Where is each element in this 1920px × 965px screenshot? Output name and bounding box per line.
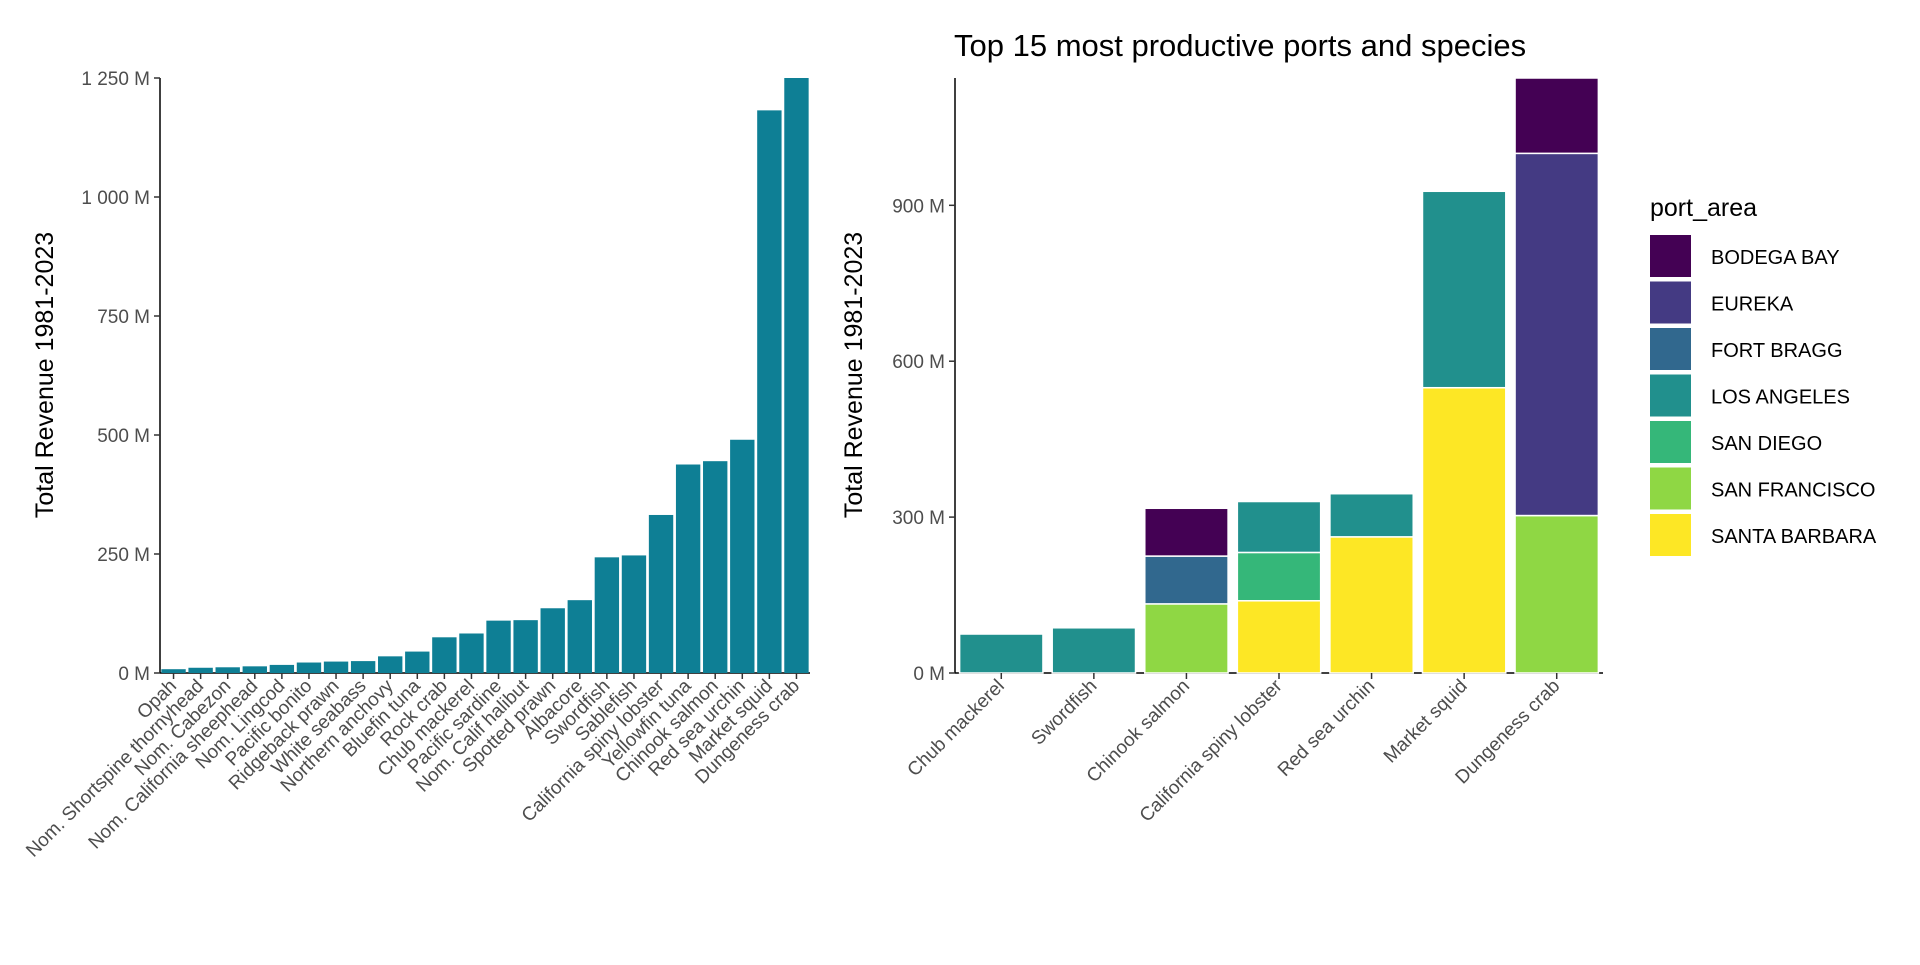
left-y-tick-label: 750 M <box>97 307 150 328</box>
legend-swatch-los-angeles <box>1650 374 1691 417</box>
left-y-axis: 0 M 250 M 500 M 750 M 1 000 M 1 250 M <box>81 69 810 685</box>
right-y-tick-label: 300 M <box>892 508 945 529</box>
legend-swatch-bodega-bay <box>1650 235 1691 277</box>
bar-opah <box>161 669 186 673</box>
bar-albacore <box>567 600 592 673</box>
right-y-axis-title: Total Revenue 1981-2023 <box>840 232 868 518</box>
right-chart-title: Top 15 most productive ports and species <box>954 28 1526 63</box>
bar-segment-dungeness-crab-bodega-bay <box>1514 77 1600 155</box>
bar-segment-swordfish-los-angeles <box>1051 627 1137 674</box>
right-x-tick-label: Swordfish <box>1028 676 1102 750</box>
right-x-tick-label: Chub mackerel <box>904 676 1009 781</box>
legend: port_area BODEGA BAY EUREKA FORT BRAGG LOS … <box>1650 194 1877 556</box>
left-y-tick-label: 0 M <box>118 664 150 685</box>
right-bars <box>958 77 1600 674</box>
bar-segment-chub-mackerel-los-angeles <box>958 633 1044 674</box>
bar-segment-chinook-salmon-fort-bragg <box>1144 555 1229 605</box>
legend-swatch-eureka <box>1650 281 1691 324</box>
bar-bluefin-tuna <box>405 651 430 673</box>
left-y-axis-title: Total Revenue 1981-2023 <box>31 232 59 518</box>
bar-california-spiny-lobster <box>648 514 674 673</box>
legend-swatch-fort-bragg <box>1650 328 1691 370</box>
legend-label-santa-barbara: SANTA BARBARA <box>1711 526 1877 548</box>
bar-pacific-bonito <box>296 662 322 673</box>
left-y-tick-label: 1 250 M <box>81 69 150 90</box>
right-x-tick-label: Market squid <box>1380 676 1472 768</box>
bar-segment-california-spiny-lobster-san-diego <box>1236 551 1322 602</box>
bar-nom-lingcod <box>269 664 295 673</box>
bar-sablefish <box>621 555 647 673</box>
legend-swatch-santa-barbara <box>1650 514 1691 556</box>
legend-swatch-san-diego <box>1650 421 1691 463</box>
legend-label-san-francisco: SAN FRANCISCO <box>1711 480 1875 502</box>
bar-yellowfin-tuna <box>675 464 701 673</box>
legend-label-bodega-bay: BODEGA BAY <box>1711 247 1840 269</box>
bar-segment-market-squid-santa-barbara <box>1421 386 1507 674</box>
bar-segment-red-sea-urchin-santa-barbara <box>1329 536 1414 674</box>
bar-ridgeback-prawn <box>323 661 349 673</box>
right-y-axis: 0 M 300 M 600 M 900 M <box>892 78 1603 685</box>
bar-chub-mackerel <box>459 633 484 673</box>
bar-red-sea-urchin <box>730 439 755 673</box>
bar-dungeness-crab <box>784 78 809 673</box>
bar-segment-chinook-salmon-bodega-bay <box>1144 507 1229 557</box>
legend-label-eureka: EUREKA <box>1711 294 1794 316</box>
left-y-tick-label: 1 000 M <box>81 188 150 209</box>
bar-pacific-sardine <box>486 620 511 673</box>
right-y-tick-label: 600 M <box>892 352 945 373</box>
bar-nom-cabezon <box>215 667 240 673</box>
right-x-tick-label: Red sea urchin <box>1274 676 1379 781</box>
bar-market-squid <box>757 110 782 674</box>
bar-segment-chinook-salmon-san-francisco <box>1144 603 1229 674</box>
bar-spotted-prawn <box>540 608 565 673</box>
bar-segment-california-spiny-lobster-los-angeles <box>1236 500 1322 554</box>
left-bar-chart: Total Revenue 1981-2023 0 M 250 M 500 M 750… <box>22 69 810 862</box>
bar-segment-california-spiny-lobster-santa-barbara <box>1236 600 1322 674</box>
bar-segment-dungeness-crab-san-francisco <box>1514 514 1600 674</box>
legend-label-san-diego: SAN DIEGO <box>1711 433 1822 455</box>
bar-rock-crab <box>432 637 457 673</box>
legend-title: port_area <box>1650 194 1757 222</box>
bar-northern-anchovy <box>378 656 403 673</box>
legend-label-los-angeles: LOS ANGELES <box>1711 387 1850 409</box>
bar-chinook-salmon <box>703 461 728 673</box>
bar-nom-shortspine-thornyhead <box>188 667 213 673</box>
bar-segment-market-squid-los-angeles <box>1421 190 1507 389</box>
bar-white-seabass <box>350 661 376 673</box>
bar-nom-california-sheephead <box>242 666 267 673</box>
bar-swordfish <box>594 557 620 673</box>
right-y-tick-label: 0 M <box>913 664 945 685</box>
left-y-tick-label: 250 M <box>97 545 150 566</box>
right-stacked-chart: Top 15 most productive ports and species… <box>840 28 1603 826</box>
left-bars <box>161 78 809 674</box>
bar-nom-calif-halibut <box>513 620 538 673</box>
right-y-tick-label: 900 M <box>892 196 945 217</box>
legend-swatch-san-francisco <box>1650 467 1691 510</box>
legend-label-fort-bragg: FORT BRAGG <box>1711 340 1843 362</box>
bar-segment-dungeness-crab-eureka <box>1514 152 1600 517</box>
left-y-tick-label: 500 M <box>97 426 150 447</box>
bar-segment-red-sea-urchin-los-angeles <box>1329 492 1414 538</box>
legend-items: BODEGA BAY EUREKA FORT BRAGG LOS ANGELES SAN… <box>1650 235 1877 556</box>
